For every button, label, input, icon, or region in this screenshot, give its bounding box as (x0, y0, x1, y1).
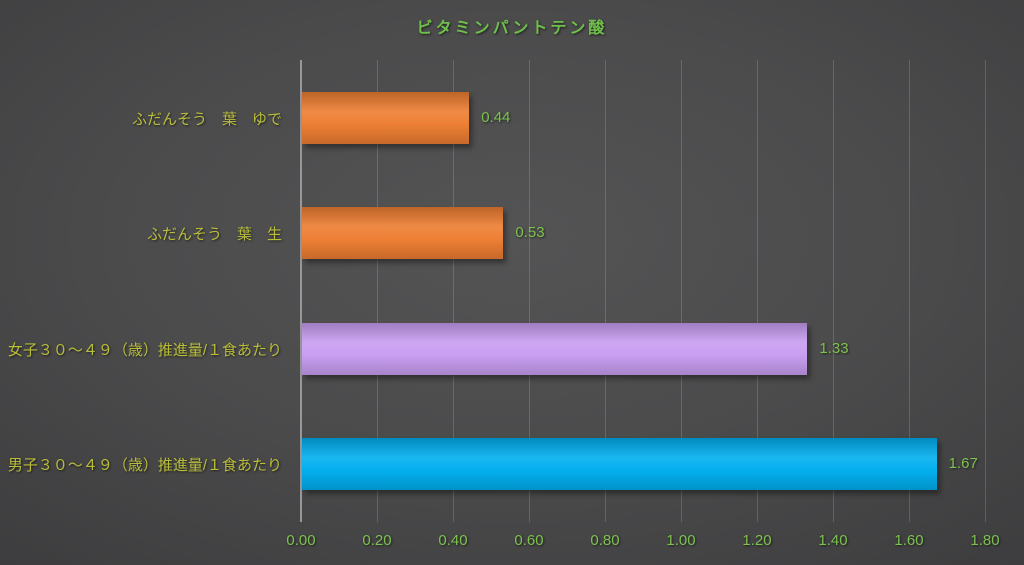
bar-value-label: 1.67 (948, 455, 978, 473)
bar (302, 322, 808, 375)
bar (302, 438, 937, 491)
gridline (833, 60, 834, 522)
bar-value-label: 0.53 (515, 224, 545, 242)
plot-area: 0.44 0.53 1.33 1.67 (300, 60, 1013, 522)
gridline (909, 60, 910, 522)
x-tick-label: 1.80 (970, 532, 1000, 549)
x-tick-label: 1.20 (742, 532, 772, 549)
x-tick-label: 0.20 (362, 532, 392, 549)
category-label: ふだんそう 葉 ゆで (131, 110, 282, 128)
x-tick-label: 1.00 (666, 532, 696, 549)
bar-value-label: 0.44 (481, 108, 511, 126)
bar-value-label: 1.33 (819, 339, 849, 357)
chart-title: ビタミンパントテン酸 (416, 20, 608, 37)
category-label: 女子３０～４９（歳）推進量/１食あたり (7, 341, 282, 359)
gridline (757, 60, 758, 522)
x-tick-label: 1.40 (818, 532, 848, 549)
gridline (605, 60, 606, 522)
value-axis-line (300, 60, 302, 522)
gridline (377, 60, 378, 522)
gridline (453, 60, 454, 522)
x-axis: 0.00 0.20 0.40 0.60 0.80 1.00 1.20 1.40 1.60 1.80 (286, 522, 1013, 558)
category-label: 男子３０～４９（歳）推進量/１食あたり (7, 457, 282, 475)
x-tick-label: 0.60 (514, 532, 544, 549)
gridline (985, 60, 986, 522)
category-label: ふだんそう 葉 生 (146, 226, 282, 244)
category-axis: ふだんそう 葉 ゆでふだんそう 葉 生女子３０～４９（歳）推進量/１食あたり 男子… (0, 60, 291, 522)
bar (302, 207, 504, 260)
bar (302, 91, 470, 144)
x-tick-label: 0.80 (590, 532, 620, 549)
x-tick-label: 0.00 (286, 532, 316, 549)
x-tick-label: 1.60 (894, 532, 924, 549)
gridline (681, 60, 682, 522)
x-tick-label: 0.40 (438, 532, 468, 549)
gridline (529, 60, 530, 522)
